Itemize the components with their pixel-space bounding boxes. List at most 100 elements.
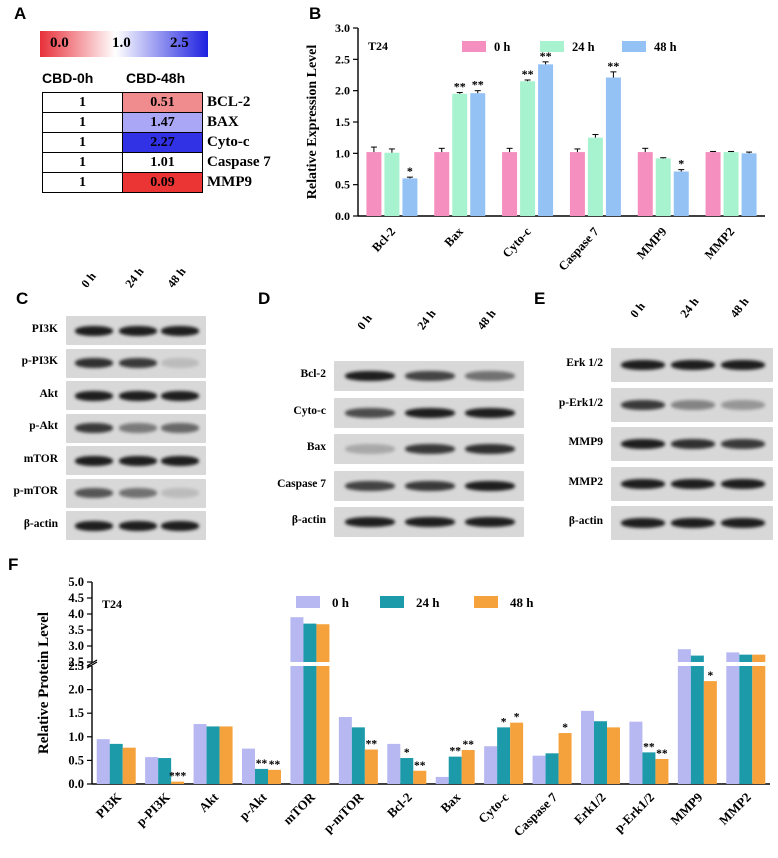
lane-header: 0 h <box>627 299 648 321</box>
x-tick-label: Caspase 7 <box>556 225 602 274</box>
bar <box>629 721 643 784</box>
blot-strip <box>611 506 773 540</box>
y-tick-label: 4.5 <box>68 591 84 605</box>
heat-gene-label: Caspase 7 <box>207 154 271 170</box>
legend-swatch <box>474 596 498 608</box>
x-tick-label: Bcl-2 <box>369 225 398 255</box>
heat-cell-48h: 2.27 <box>122 132 203 153</box>
blot-band <box>161 488 199 498</box>
x-tick-label: Cyto-c <box>475 789 512 826</box>
blot-row-label: MMP2 <box>568 475 603 488</box>
chart-b-axes: 0.0 0.5 1.0 1.5 2.0 2.5 3.0 Relative Expression… <box>305 21 765 223</box>
blot-band <box>671 518 715 528</box>
bar <box>434 152 450 216</box>
blot-row-label: Erk 1/2 <box>566 357 603 369</box>
bar <box>741 153 757 216</box>
blot-band <box>671 360 715 370</box>
bar <box>193 724 207 784</box>
bar <box>739 654 753 662</box>
blot-band <box>721 399 765 410</box>
x-tick-label: Akt <box>196 789 222 815</box>
bar <box>502 152 518 216</box>
x-tick-label: Bcl-2 <box>384 790 415 821</box>
bar <box>569 152 585 216</box>
bar <box>705 152 721 216</box>
bar <box>690 655 704 662</box>
blot-strip <box>611 387 773 422</box>
blot-panel-c: 0 h 24 h 48 h PI3K p-PI3K Akt p-Akt mTOR p-mTOR β… <box>0 265 240 550</box>
blot-band <box>405 407 455 418</box>
bar <box>171 781 185 784</box>
lane-header: 48 h <box>164 264 189 291</box>
legend-swatch <box>296 596 320 608</box>
y-tick-label: 1.5 <box>68 706 84 720</box>
blot-band <box>345 517 395 527</box>
blot-strip <box>334 397 524 428</box>
bar <box>96 739 110 784</box>
bar <box>726 666 740 784</box>
y-tick-label: 5.0 <box>68 575 84 589</box>
bar <box>366 152 382 216</box>
blot-band <box>621 360 665 370</box>
x-tick-label: Bax <box>442 224 467 249</box>
heat-gene-label: Cyto-c <box>207 134 250 150</box>
significance-mark: ** <box>449 746 461 758</box>
legend-label: 48 h <box>510 595 534 610</box>
bar <box>351 727 365 784</box>
y-tick-label: 2.5 <box>335 52 350 66</box>
blot-band <box>161 358 199 368</box>
significance-mark: ** <box>522 67 534 81</box>
blot-strip <box>66 413 206 443</box>
y-tick-label: 0.5 <box>68 753 84 767</box>
panel-label-e: E <box>534 289 546 308</box>
x-tick-label: PI3K <box>93 789 125 821</box>
blot-band <box>621 478 665 489</box>
blot-band <box>721 360 765 370</box>
blot-band <box>75 488 113 498</box>
x-tick-label: p-Akt <box>236 789 270 823</box>
blot-band <box>405 517 455 527</box>
blot-band <box>161 325 199 336</box>
y-tick-label: 3.0 <box>335 21 350 35</box>
y-tick-label: 4.0 <box>68 607 84 621</box>
lane-header: 48 h <box>474 306 499 333</box>
lane-header: 24 h <box>414 306 439 333</box>
heatmap-color-scale: 0.0 1.0 2.5 <box>40 31 208 57</box>
significance-mark: ** <box>462 739 474 751</box>
blot-band <box>465 480 515 491</box>
bar <box>206 726 220 784</box>
blot-strip <box>66 446 206 475</box>
blot-band <box>465 517 515 527</box>
y-tick-label: 1.5 <box>335 115 350 129</box>
blot-row-label: Caspase 7 <box>277 477 326 490</box>
blot-band <box>161 455 199 466</box>
bar <box>703 681 717 784</box>
bar <box>109 743 123 784</box>
heat-row: 1 0.51 BCL-2 <box>42 92 272 113</box>
bar <box>587 137 603 216</box>
blot-strip <box>334 507 524 537</box>
blot-band <box>465 444 515 454</box>
blot-row-label: p-Akt <box>29 420 58 432</box>
blot-band <box>721 518 765 528</box>
x-tick-label: Caspase 7 <box>511 789 561 839</box>
bar <box>642 752 656 784</box>
blot-band <box>119 325 157 336</box>
blot-band <box>75 455 113 466</box>
heat-row: 1 2.27 Cyto-c <box>42 132 272 153</box>
panel-label-b: B <box>309 4 322 23</box>
panel-label-c: C <box>16 289 29 308</box>
significance-mark: * <box>404 747 410 759</box>
bar <box>384 152 400 216</box>
scale-label-mid: 1.0 <box>112 35 131 51</box>
cell-line-label: T24 <box>102 597 122 611</box>
blot-strip <box>66 348 206 378</box>
significance-mark: *** <box>169 771 187 783</box>
blot-strip <box>611 466 773 501</box>
blot-band <box>119 520 157 531</box>
bar <box>677 666 691 784</box>
panel-label-a: A <box>14 4 27 23</box>
legend-swatch <box>462 41 486 52</box>
chart-f-protein: 0.0 0.5 1.0 1.5 2.0 2.52.5 3.0 3.5 4.0 4.5 5.0 Rela… <box>36 575 770 839</box>
blot-strip <box>66 511 206 540</box>
